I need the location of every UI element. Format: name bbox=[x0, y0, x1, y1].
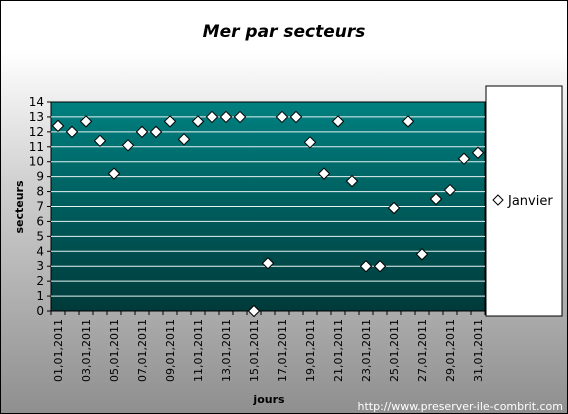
data-point bbox=[415, 248, 429, 261]
data-point bbox=[177, 133, 191, 146]
data-point bbox=[51, 119, 65, 133]
x-tick-label: 25,01,2011 bbox=[388, 319, 401, 382]
data-points bbox=[51, 110, 485, 318]
x-tick-label: 05,01,2011 bbox=[108, 319, 121, 382]
data-point bbox=[79, 115, 93, 128]
data-point bbox=[275, 110, 289, 124]
x-tick-label: 23,01,2011 bbox=[360, 319, 373, 382]
y-tick-label: 10 bbox=[29, 155, 44, 169]
y-tick-label: 14 bbox=[29, 95, 44, 109]
y-tick-label: 1 bbox=[36, 289, 44, 303]
data-point bbox=[373, 260, 387, 273]
x-tick-label: 27,01,2011 bbox=[416, 319, 429, 382]
y-tick-label: 8 bbox=[36, 185, 44, 199]
data-point bbox=[303, 136, 317, 149]
x-tick-label: 31,01,2011 bbox=[472, 319, 485, 382]
data-point bbox=[387, 201, 401, 215]
x-tick-label: 15,01,2011 bbox=[248, 319, 261, 382]
y-axis-title: secteurs bbox=[13, 180, 26, 234]
data-point bbox=[331, 115, 345, 128]
data-point bbox=[401, 115, 415, 128]
x-tick-label: 11,01,2011 bbox=[192, 319, 205, 382]
data-point bbox=[247, 304, 261, 318]
x-tick-label: 17,01,2011 bbox=[276, 319, 289, 382]
x-tick-label: 19,01,2011 bbox=[304, 319, 317, 382]
gridlines bbox=[51, 116, 485, 297]
data-point bbox=[359, 260, 373, 273]
data-point bbox=[163, 115, 177, 128]
data-point bbox=[345, 174, 359, 188]
data-point bbox=[191, 115, 205, 128]
legend: Janvier bbox=[485, 85, 563, 317]
x-tick-label: 09,01,2011 bbox=[164, 319, 177, 382]
x-axis-ticks: 01,01,2011 03,01,2011 05,01,2011 07,01,2011… bbox=[50, 311, 486, 382]
x-tick-label: 29,01,2011 bbox=[444, 319, 457, 382]
y-tick-label: 12 bbox=[29, 125, 44, 139]
data-point bbox=[135, 125, 149, 139]
data-point bbox=[107, 167, 121, 180]
data-point bbox=[443, 183, 457, 197]
data-point bbox=[93, 134, 107, 148]
data-point bbox=[219, 110, 233, 124]
data-point bbox=[471, 146, 485, 159]
y-tick-label: 9 bbox=[36, 170, 44, 184]
y-tick-label: 2 bbox=[36, 274, 44, 288]
data-point bbox=[205, 110, 219, 124]
y-tick-label: 7 bbox=[36, 200, 44, 214]
y-tick-label: 13 bbox=[29, 110, 44, 124]
data-point bbox=[457, 152, 471, 165]
y-tick-label: 3 bbox=[36, 259, 44, 273]
data-point bbox=[289, 110, 303, 124]
x-tick-label: 01,01,2011 bbox=[52, 319, 65, 382]
data-point bbox=[65, 125, 79, 139]
data-point bbox=[317, 167, 331, 180]
x-tick-label: 03,01,2011 bbox=[80, 319, 93, 382]
y-tick-label: 6 bbox=[36, 214, 44, 228]
legend-label: Janvier bbox=[507, 194, 553, 209]
data-point bbox=[429, 192, 443, 206]
data-point bbox=[149, 125, 163, 139]
legend-marker-icon bbox=[492, 194, 504, 206]
y-tick-label: 0 bbox=[36, 304, 44, 318]
x-tick-label: 13,01,2011 bbox=[220, 319, 233, 382]
data-point bbox=[121, 139, 135, 152]
x-tick-label: 07,01,2011 bbox=[136, 319, 149, 382]
data-point bbox=[233, 110, 247, 124]
y-tick-label: 5 bbox=[36, 229, 44, 243]
y-tick-label: 11 bbox=[29, 140, 44, 154]
x-axis-title: jours bbox=[252, 393, 285, 406]
data-point bbox=[261, 257, 275, 270]
chart-title: Mer par secteurs bbox=[203, 22, 366, 42]
y-tick-label: 4 bbox=[36, 244, 44, 258]
x-tick-label: 21,01,2011 bbox=[332, 319, 345, 382]
watermark: http://www.preserver-ile-combrit.com bbox=[358, 400, 564, 413]
